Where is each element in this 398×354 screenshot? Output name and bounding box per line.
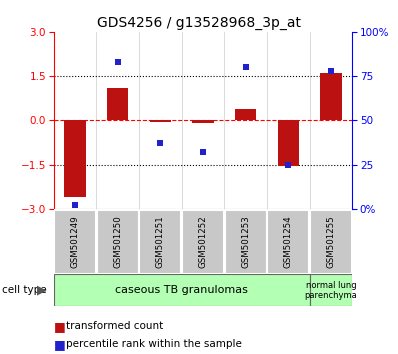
Text: percentile rank within the sample: percentile rank within the sample bbox=[66, 339, 242, 349]
Bar bbox=[97, 210, 139, 274]
Bar bbox=[320, 73, 341, 120]
Bar bbox=[225, 210, 267, 274]
Text: normal lung
parenchyma: normal lung parenchyma bbox=[304, 281, 357, 300]
Text: GSM501252: GSM501252 bbox=[199, 215, 207, 268]
Point bbox=[72, 202, 78, 208]
Text: GSM501249: GSM501249 bbox=[70, 215, 80, 268]
Point bbox=[285, 162, 291, 167]
Text: ▶: ▶ bbox=[37, 284, 47, 297]
Point bbox=[115, 59, 121, 65]
Bar bbox=[54, 210, 96, 274]
Bar bbox=[107, 88, 129, 120]
Bar bbox=[139, 210, 181, 274]
Text: cell type: cell type bbox=[2, 285, 47, 295]
Text: transformed count: transformed count bbox=[66, 321, 163, 331]
Text: GSM501255: GSM501255 bbox=[326, 215, 336, 268]
Bar bbox=[278, 120, 299, 166]
Text: GDS4256 / g13528968_3p_at: GDS4256 / g13528968_3p_at bbox=[97, 16, 301, 30]
Text: caseous TB granulomas: caseous TB granulomas bbox=[115, 285, 248, 295]
Bar bbox=[192, 120, 214, 123]
Bar bbox=[64, 120, 86, 197]
Text: GSM501254: GSM501254 bbox=[284, 215, 293, 268]
Bar bbox=[150, 120, 171, 122]
Point bbox=[242, 64, 249, 70]
Point bbox=[200, 149, 206, 155]
Text: GSM501251: GSM501251 bbox=[156, 215, 165, 268]
Bar bbox=[267, 210, 309, 274]
Bar bbox=[310, 274, 352, 306]
Point bbox=[157, 141, 164, 146]
Point bbox=[328, 68, 334, 74]
Text: GSM501253: GSM501253 bbox=[241, 215, 250, 268]
Text: GSM501250: GSM501250 bbox=[113, 215, 122, 268]
Bar bbox=[235, 109, 256, 120]
Text: ■: ■ bbox=[54, 320, 66, 333]
Bar bbox=[182, 210, 224, 274]
Text: ■: ■ bbox=[54, 338, 66, 350]
Bar bbox=[54, 274, 310, 306]
Bar bbox=[310, 210, 352, 274]
